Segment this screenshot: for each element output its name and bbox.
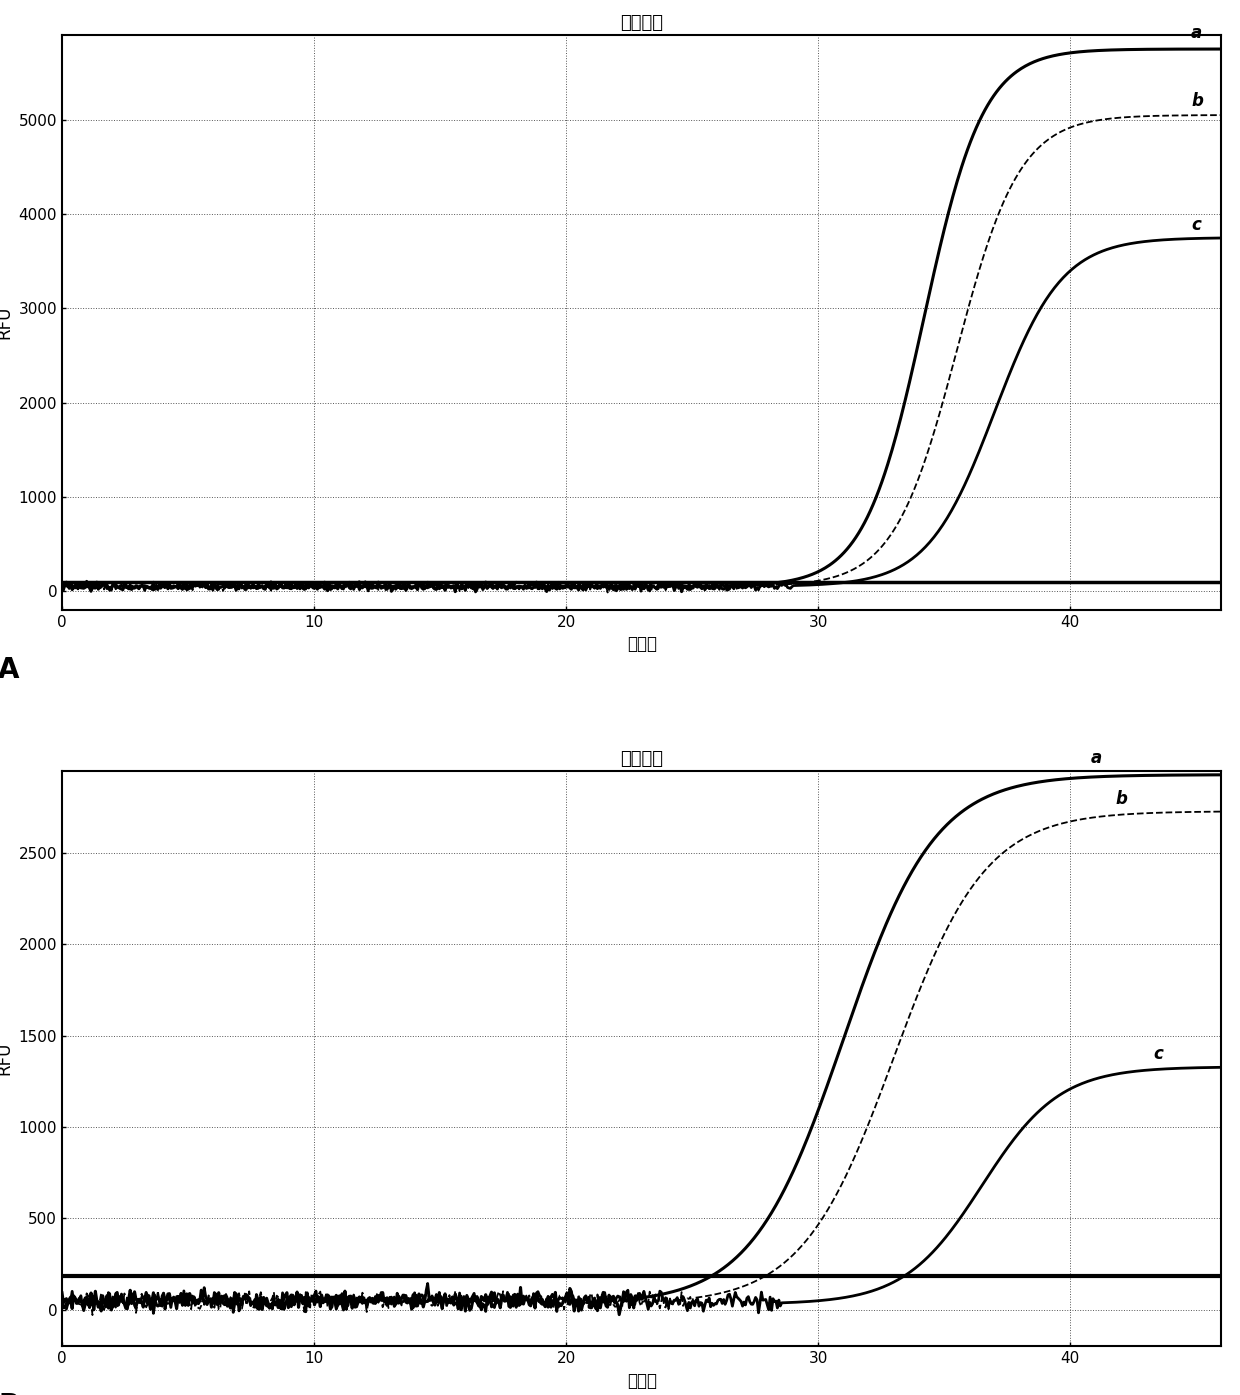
- Text: c: c: [1153, 1045, 1163, 1063]
- Text: a: a: [1090, 749, 1101, 767]
- Text: B: B: [0, 1392, 20, 1395]
- Text: b: b: [1192, 92, 1203, 110]
- Text: A: A: [0, 656, 20, 684]
- X-axis label: 循环数: 循环数: [626, 1371, 657, 1389]
- Text: a: a: [1192, 24, 1203, 42]
- Title: 扩增曲线: 扩增曲线: [620, 14, 663, 32]
- Title: 扩增曲线: 扩增曲线: [620, 751, 663, 769]
- Text: c: c: [1192, 216, 1202, 234]
- Text: b: b: [1116, 791, 1127, 809]
- Y-axis label: RFU: RFU: [0, 306, 12, 339]
- Y-axis label: RFU: RFU: [0, 1042, 14, 1076]
- X-axis label: 循环数: 循环数: [626, 636, 657, 653]
